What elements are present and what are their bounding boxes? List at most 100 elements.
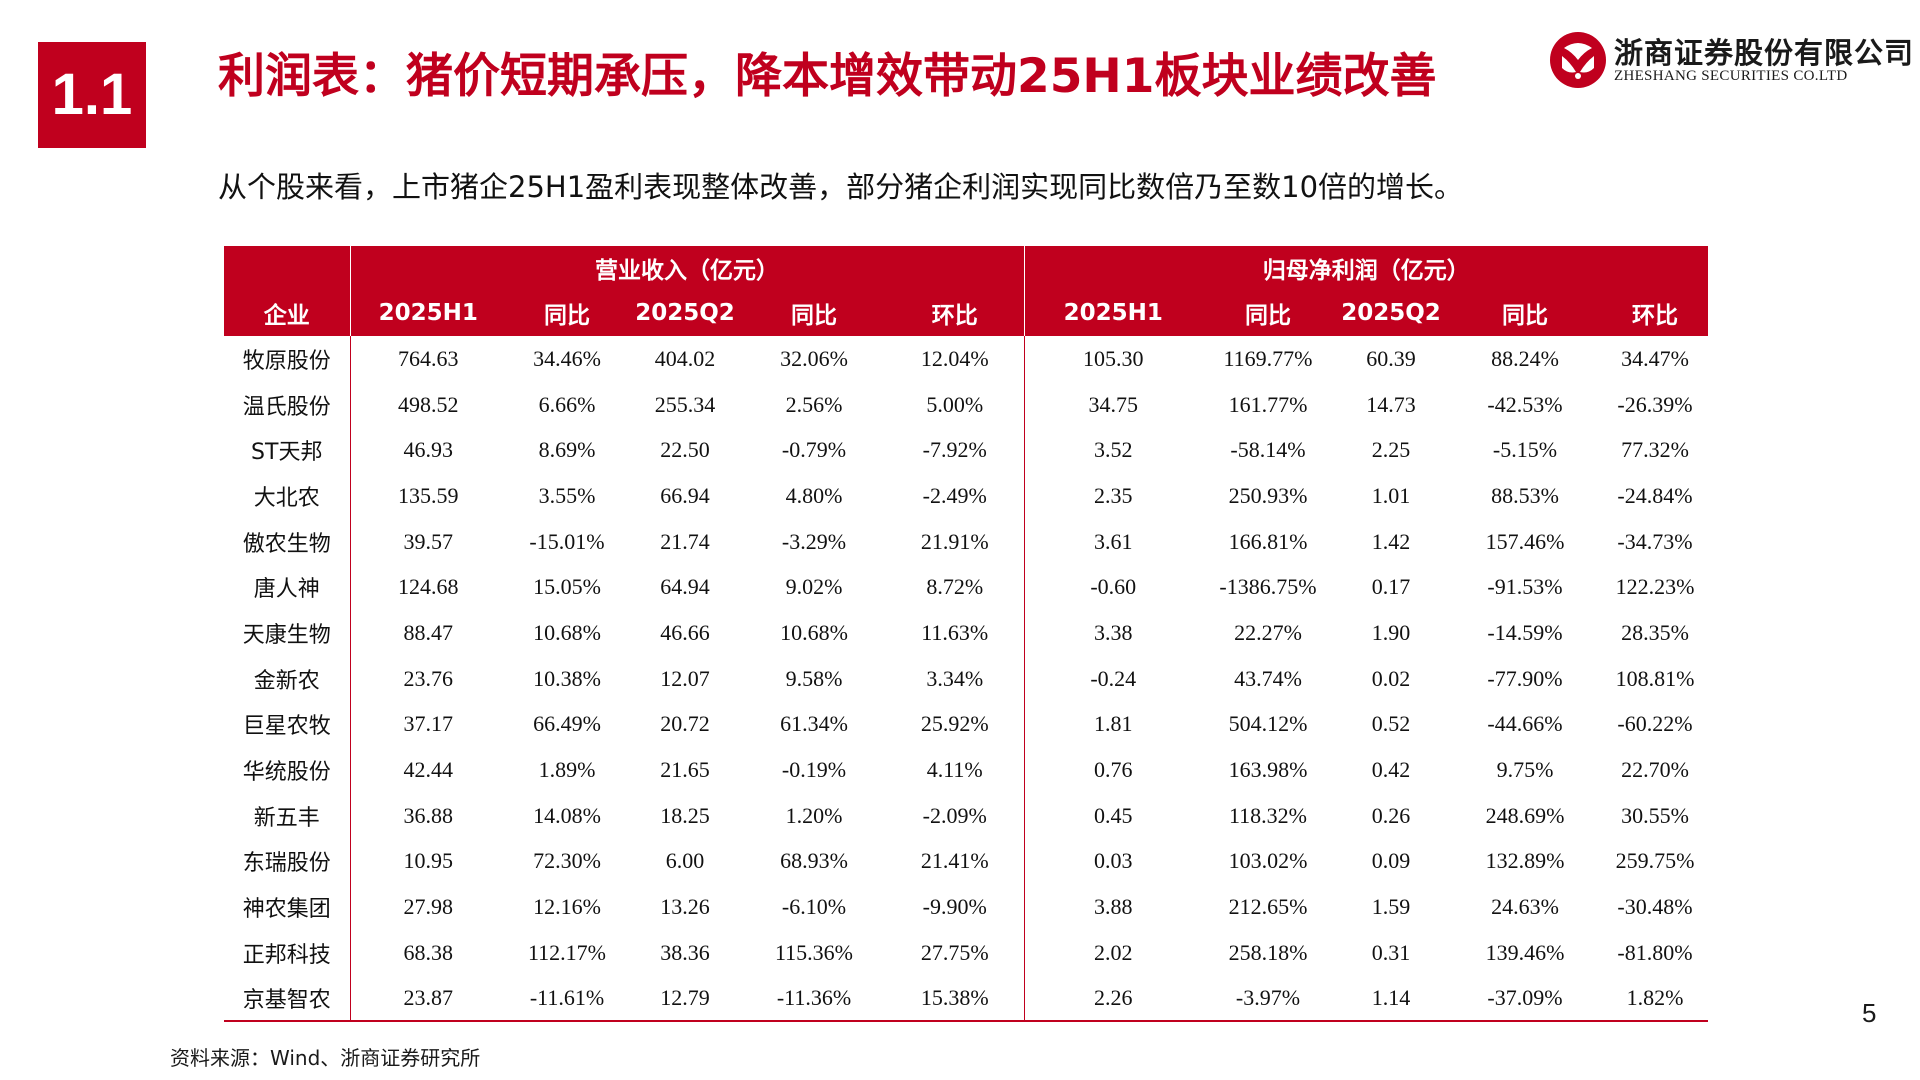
- logo-name-en: ZHESHANG SECURITIES CO.LTD: [1614, 68, 1848, 84]
- table-cell: 0.26: [1371, 802, 1411, 828]
- table-cell: 88.53%: [1491, 482, 1559, 508]
- table-cell: -0.24: [1023, 655, 1202, 702]
- company-name-cell: 金新农: [253, 668, 320, 694]
- table-cell: -37.09%: [1448, 975, 1602, 1023]
- table-cell: 21.91%: [920, 528, 989, 554]
- table-cell: 12.07: [660, 665, 710, 691]
- table-cell: 6.66%: [538, 391, 596, 417]
- table-cell: -2.09%: [922, 802, 987, 828]
- company-name-cell: 新五丰: [253, 805, 320, 831]
- table-cell: 504.12%: [1228, 711, 1308, 737]
- table-cell: 15.05%: [533, 574, 601, 600]
- table-cell: 77.32%: [1621, 437, 1689, 463]
- column-header: 同比: [1202, 290, 1334, 336]
- table-cell: 22.70%: [1621, 757, 1689, 783]
- column-header: 环比: [886, 290, 1024, 336]
- table-cell: 0.02: [1371, 665, 1411, 691]
- table-cell: 12.16%: [533, 894, 601, 920]
- table-cell: -24.84%: [1617, 482, 1693, 508]
- column-header: 2025Q2: [1334, 290, 1448, 336]
- table-cell: 1.14: [1334, 975, 1448, 1023]
- table-cell: 6.00: [665, 848, 705, 874]
- company-name-cell: ST天邦: [251, 440, 323, 466]
- table-cell: 22.27%: [1234, 619, 1302, 645]
- table-column-header-row: 企业 2025H1 同比 2025Q2 同比 环比 2025H1 同比 2025Q2 同比 环比: [224, 290, 1708, 336]
- table-cell: 13.26: [660, 894, 710, 920]
- table-cell: 1.90: [1371, 619, 1411, 645]
- table-cell: 108.81%: [1615, 665, 1695, 691]
- table-cell: 212.65%: [1228, 894, 1308, 920]
- table-cell: 2.35: [1023, 473, 1202, 519]
- table-cell: 0.52: [1371, 711, 1411, 737]
- table-cell: 118.32%: [1228, 802, 1307, 828]
- table-body: 牧原股份 764.63 34.46% 404.02 32.06% 12.04% 105.30…: [224, 336, 1708, 1023]
- table-cell: 32.06%: [780, 345, 848, 371]
- table-cell: 255.34: [654, 391, 716, 417]
- column-header: 2025H1: [1023, 290, 1202, 336]
- table-cell: 42.44: [349, 747, 506, 793]
- table-cell: -11.61%: [506, 975, 628, 1023]
- table-cell: 34.75: [1023, 381, 1202, 428]
- section-number-badge: 1.1: [38, 42, 146, 148]
- table-row: 正邦科技 68.38 112.17% 38.36 115.36% 27.75% 2.02 25…: [224, 929, 1708, 976]
- table-cell: 1.82%: [1602, 975, 1708, 1023]
- table-row: 温氏股份 498.52 6.66% 255.34 2.56% 5.00% 34.75 161.…: [224, 381, 1708, 428]
- table-cell: 88.24%: [1491, 345, 1559, 371]
- table-row: 新五丰 36.88 14.08% 18.25 1.20% -2.09% 0.45 118.32…: [224, 792, 1708, 839]
- company-name-cell: 温氏股份: [242, 394, 331, 420]
- table-cell: -5.15%: [1492, 437, 1558, 463]
- table-cell: 122.23%: [1615, 574, 1695, 600]
- company-name-cell: 东瑞股份: [242, 851, 331, 877]
- table-cell: 21.74: [660, 528, 710, 554]
- table-cell: 5.00%: [926, 391, 984, 417]
- table-row: 唐人神 124.68 15.05% 64.94 9.02% 8.72% -0.60 -1386…: [224, 564, 1708, 611]
- table-cell: -77.90%: [1487, 665, 1563, 691]
- table-cell: -6.10%: [781, 894, 847, 920]
- table-cell: 66.94: [660, 482, 710, 508]
- table-cell: 250.93%: [1228, 482, 1308, 508]
- table-cell: -30.48%: [1617, 894, 1693, 920]
- performance-table: 营业收入（亿元） 归母净利润（亿元） 企业 2025H1 同比 2025Q2 同比 环比 2…: [224, 246, 1708, 1023]
- column-header: 2025Q2: [628, 290, 742, 336]
- table-row: 天康生物 88.47 10.68% 46.66 10.68% 11.63% 3.38 22.2…: [224, 610, 1708, 656]
- source-note: 资料来源：Wind、浙商证券研究所: [170, 1046, 481, 1070]
- table-cell: 18.25: [660, 802, 710, 828]
- table-cell: -1386.75%: [1219, 574, 1317, 600]
- table-cell: -3.97%: [1202, 975, 1334, 1023]
- table-cell: -0.60: [1023, 564, 1202, 611]
- table-cell: -58.14%: [1230, 437, 1306, 463]
- table-cell: 11.63%: [921, 619, 989, 645]
- table-cell: 3.88: [1023, 884, 1202, 930]
- table-cell: 20.72: [660, 711, 710, 737]
- table-cell: 115.36%: [774, 939, 853, 965]
- table-cell: 1.20%: [785, 802, 843, 828]
- table-cell: 43.74%: [1234, 665, 1302, 691]
- table-cell: 4.11%: [926, 757, 983, 783]
- table-cell: 139.46%: [1485, 939, 1565, 965]
- table-cell: -2.49%: [922, 482, 987, 508]
- table-cell: -44.66%: [1487, 711, 1563, 737]
- table-cell: -11.36%: [742, 975, 886, 1023]
- table-cell: 25.92%: [920, 711, 989, 737]
- table-cell: 2.02: [1023, 929, 1202, 976]
- table-cell: 124.68: [349, 564, 506, 611]
- table-cell: -7.92%: [922, 437, 987, 463]
- table-cell: 22.50: [660, 437, 710, 463]
- table-group-header-row: 营业收入（亿元） 归母净利润（亿元）: [224, 246, 1708, 290]
- table-cell: 157.46%: [1485, 528, 1565, 554]
- table-cell: 39.57: [349, 518, 506, 565]
- table-cell: 23.76: [349, 655, 506, 702]
- table-cell: 248.69%: [1485, 802, 1565, 828]
- table-cell: 14.73: [1366, 391, 1416, 417]
- table-cell: 0.31: [1371, 939, 1411, 965]
- company-name-cell: 唐人神: [253, 577, 320, 603]
- revenue-group-header: 营业收入（亿元）: [349, 246, 1024, 290]
- table-cell: 60.39: [1366, 345, 1416, 371]
- company-name-cell: 大北农: [253, 485, 320, 511]
- table-cell: 3.55%: [538, 482, 596, 508]
- column-header-company: 企业: [224, 290, 350, 336]
- table-cell: -3.29%: [781, 528, 847, 554]
- table-cell: 24.63%: [1491, 894, 1559, 920]
- company-name-cell: 神农集团: [242, 897, 331, 923]
- table-cell: 259.75%: [1615, 848, 1695, 874]
